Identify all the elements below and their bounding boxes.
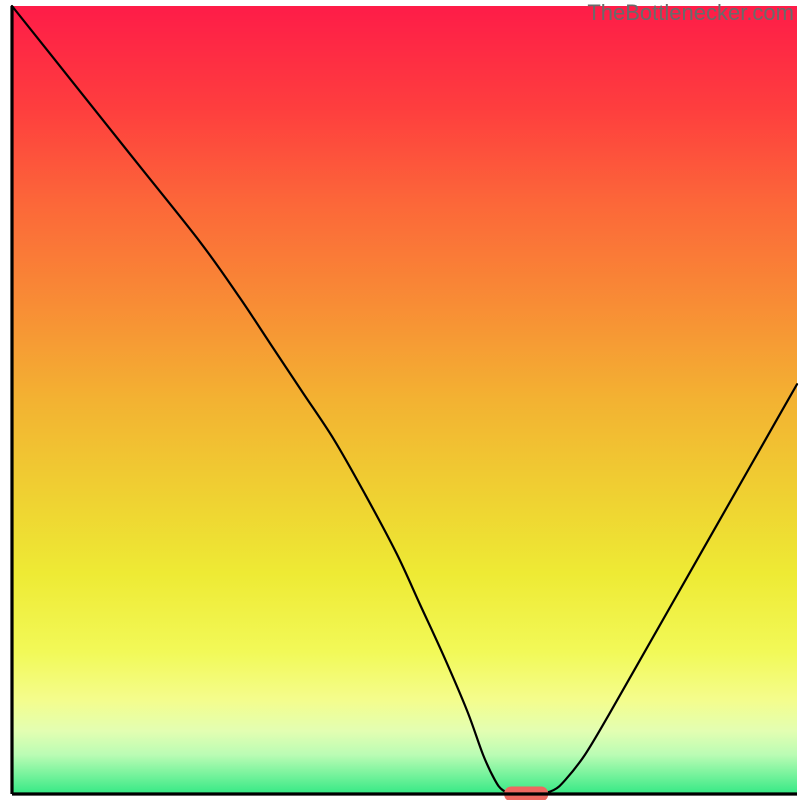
- watermark-text: TheBottlenecker.com: [587, 0, 794, 26]
- bottleneck-curve-chart: [0, 0, 800, 800]
- chart-container: TheBottlenecker.com: [0, 0, 800, 800]
- chart-background-gradient: [12, 6, 797, 794]
